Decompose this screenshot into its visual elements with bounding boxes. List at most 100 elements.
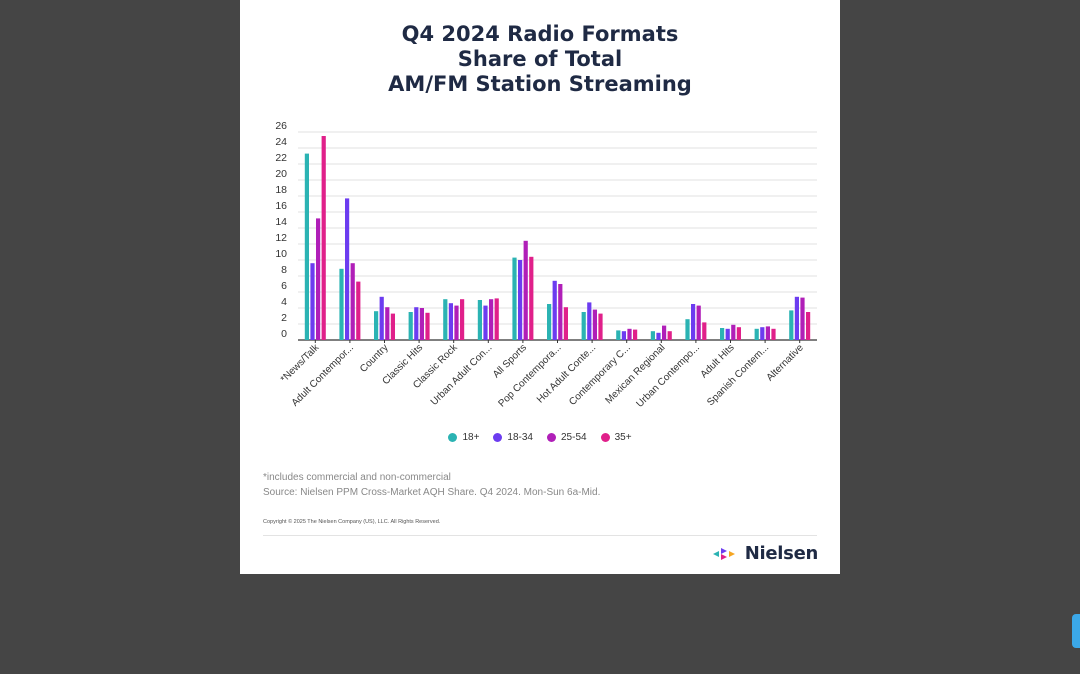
nielsen-logo: Nielsen xyxy=(712,543,819,564)
legend-label: 18+ xyxy=(462,432,480,443)
bar xyxy=(720,328,725,340)
y-tick-label: 18 xyxy=(275,184,287,196)
bar xyxy=(806,312,811,340)
legend-swatch xyxy=(448,433,458,442)
bar xyxy=(316,218,321,340)
bar xyxy=(350,263,355,340)
bar xyxy=(483,305,488,340)
chart-legend: 18+ 18-34 25-54 35+ xyxy=(240,432,840,443)
legend-swatch xyxy=(547,433,556,442)
bar xyxy=(794,296,799,340)
bar xyxy=(454,305,459,340)
bar xyxy=(494,298,499,340)
bar xyxy=(662,325,667,340)
y-tick-label: 22 xyxy=(275,152,287,164)
bar xyxy=(374,311,379,340)
legend-item: 25-54 xyxy=(547,432,587,443)
bar xyxy=(321,136,326,340)
x-tick-label: Adult Contempor... xyxy=(290,342,356,408)
bar xyxy=(419,308,424,340)
y-tick-label: 16 xyxy=(275,200,287,212)
y-tick-label: 10 xyxy=(275,248,287,260)
bar xyxy=(592,309,597,340)
bar xyxy=(760,327,765,340)
bar xyxy=(408,312,413,340)
bar xyxy=(627,328,632,340)
bar xyxy=(691,304,696,340)
legend-item: 35+ xyxy=(600,432,632,443)
chart-notes: *includes commercial and non-commercial … xyxy=(263,470,600,500)
scrollbar-handle[interactable] xyxy=(1072,614,1080,648)
bar xyxy=(547,304,552,340)
y-tick-label: 20 xyxy=(275,168,287,180)
legend-swatch xyxy=(600,433,610,442)
x-tick-label: Pop Contempora... xyxy=(496,342,563,409)
bar xyxy=(345,198,350,340)
y-tick-label: 8 xyxy=(281,264,287,276)
bar xyxy=(736,327,741,340)
bar xyxy=(667,331,672,340)
bar xyxy=(390,313,395,340)
nielsen-logo-icon xyxy=(712,547,735,560)
y-tick-label: 24 xyxy=(275,136,287,148)
report-card: Q4 2024 Radio Formats Share of Total AM/… xyxy=(240,0,840,574)
x-tick-label: Mexican Regional xyxy=(603,342,667,406)
bar xyxy=(512,257,517,340)
legend-item: 18-34 xyxy=(493,432,533,443)
y-tick-label: 4 xyxy=(281,296,287,308)
bar xyxy=(685,319,690,340)
legend-swatch xyxy=(493,433,503,442)
y-tick-label: 6 xyxy=(281,280,287,292)
bar xyxy=(385,307,390,340)
bar xyxy=(425,312,430,340)
chart-title-line-3: AM/FM Station Streaming xyxy=(388,72,692,96)
bar xyxy=(765,326,770,340)
bar xyxy=(731,324,736,340)
bar xyxy=(489,299,494,340)
x-tick-label: Urban Adult Con... xyxy=(429,342,495,408)
bar xyxy=(656,332,661,340)
bar xyxy=(443,299,448,340)
x-tick-label: Country xyxy=(358,342,391,375)
chart-title-line-2: Share of Total xyxy=(457,47,623,71)
bar xyxy=(563,307,568,340)
bar xyxy=(598,313,603,340)
bar xyxy=(581,312,586,340)
bar xyxy=(460,299,465,340)
bar xyxy=(518,260,523,340)
copyright-text: Copyright © 2025 The Nielsen Company (US… xyxy=(263,519,441,525)
footnote: *includes commercial and non-commercial xyxy=(263,472,451,483)
bar xyxy=(304,153,309,340)
bar xyxy=(800,297,805,340)
bar xyxy=(477,300,482,340)
footer-divider xyxy=(263,535,817,536)
chart-title-line-1: Q4 2024 Radio Formats xyxy=(401,22,679,46)
bar xyxy=(587,302,592,340)
x-tick-label: Urban Contempo... xyxy=(634,342,702,410)
bar xyxy=(356,281,361,340)
y-tick-label: 14 xyxy=(275,216,287,228)
bar xyxy=(310,263,315,340)
legend-item: 18+ xyxy=(448,432,479,443)
bar xyxy=(339,268,344,340)
y-tick-label: 26 xyxy=(275,120,287,132)
bar xyxy=(771,328,776,340)
y-tick-label: 12 xyxy=(275,232,287,244)
bar xyxy=(523,240,528,340)
bar xyxy=(448,303,453,340)
bar xyxy=(558,284,563,340)
nielsen-logo-text: Nielsen xyxy=(744,543,819,564)
bar xyxy=(725,328,730,340)
bar xyxy=(529,256,534,340)
bar xyxy=(702,322,707,340)
x-tick-label: Spanish Contem... xyxy=(705,342,771,408)
bar xyxy=(621,331,626,340)
legend-label: 18-34 xyxy=(507,432,533,443)
y-tick-label: 0 xyxy=(281,328,287,340)
x-tick-label: Alternative xyxy=(765,342,806,383)
bar xyxy=(789,310,794,340)
y-tick-label: 2 xyxy=(281,312,287,324)
bar xyxy=(754,328,759,340)
bar xyxy=(633,329,638,340)
